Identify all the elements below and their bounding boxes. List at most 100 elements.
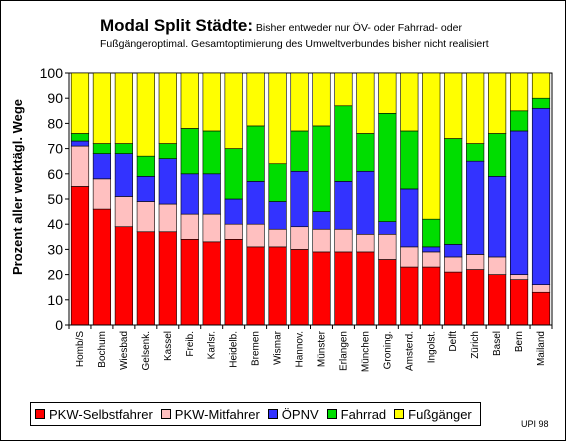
chart-title: Modal Split Städte: (100, 16, 253, 35)
bar-segment-heidelb-series-3 (224, 198, 243, 225)
bar-segment-hombs-series-2 (70, 145, 90, 187)
bar-segment-delft-series-5 (444, 72, 463, 139)
x-tick-label: Bern (514, 331, 525, 352)
bar-segment-karlsr-series-3 (202, 173, 221, 215)
bar-segment-mailand-series-1 (531, 291, 551, 326)
x-tick-label: Münster (316, 330, 327, 367)
y-tick-label-60: 60 (47, 166, 63, 182)
bar-segment-hannov-series-4 (290, 130, 309, 172)
bar-segment-kassel-series-5 (158, 72, 177, 144)
bar-segment-münster-series-1 (312, 251, 331, 326)
bar-segment-kassel-series-3 (158, 158, 177, 205)
bar-segment-basel-series-5 (488, 72, 507, 134)
bar-segment-wiesbad-series-1 (114, 226, 133, 326)
bar-segment-bremen-series-5 (246, 72, 265, 127)
bar-segment-zürich-series-3 (466, 160, 485, 255)
legend-item-2: PKW-Mitfahrer (160, 406, 260, 422)
bar-segment-delft-series-4 (444, 138, 463, 245)
bar-segment-bochum-series-2 (92, 178, 112, 210)
bar-segment-münchen-series-5 (356, 72, 375, 134)
y-tick-label-20: 20 (47, 267, 63, 283)
y-tick-label-90: 90 (47, 90, 63, 106)
bar-segment-ingolst-series-4 (422, 218, 441, 248)
bar-segment-ingolst-series-5 (422, 72, 441, 220)
bar-segment-hannov-series-5 (290, 72, 309, 132)
legend-swatch (326, 409, 337, 419)
legend-swatch (160, 409, 171, 419)
y-tick-label-10: 10 (47, 292, 63, 308)
bar-segment-groning-series-4 (378, 113, 397, 222)
bar-segment-delft-series-3 (444, 244, 463, 258)
bar-segment-bremen-series-3 (246, 181, 265, 225)
bar-segment-heidelb-series-4 (224, 148, 243, 200)
x-tick-label: Zürich (470, 331, 481, 359)
x-tick-label: Basel (492, 331, 503, 356)
bar-segment-gelsenk-series-5 (136, 72, 155, 157)
y-tick-label-50: 50 (47, 191, 63, 207)
bar-segment-bern-series-5 (509, 72, 529, 112)
x-tick-label: Bremen (251, 331, 262, 366)
bar-segment-mailand-series-3 (531, 107, 551, 285)
bar-segment-münster-series-2 (312, 228, 331, 253)
x-tick-label: Kassel (163, 331, 174, 361)
bar-segment-hombs-series-1 (70, 186, 90, 326)
bar-segment-zürich-series-4 (466, 143, 485, 162)
bar-segment-heidelb-series-5 (224, 72, 243, 149)
bar-segment-gelsenk-series-4 (136, 155, 155, 177)
y-tick-label-0: 0 (55, 317, 63, 333)
x-tick-label: Ingolst. (426, 331, 437, 363)
bar-segment-heidelb-series-1 (224, 239, 243, 326)
bar-segment-wiesbad-series-5 (114, 72, 133, 144)
bar-segment-kassel-series-1 (158, 231, 177, 326)
bar-segment-gelsenk-series-3 (136, 176, 155, 202)
x-tick-label: Freib. (185, 331, 196, 357)
bar-segment-amsterd-series-5 (400, 72, 419, 132)
bar-segment-mailand-series-4 (531, 97, 551, 109)
bar-segment-ingolst-series-1 (422, 266, 441, 326)
chart-subtitle: Bisher entweder nur ÖV- oder Fahrrad- od… (255, 22, 462, 34)
bar-segment-hombs-series-4 (70, 133, 90, 142)
x-tick-label: Heidelb. (229, 331, 240, 368)
bar-segment-hombs-series-3 (70, 140, 90, 147)
x-tick-label: Wiesbad (119, 331, 130, 370)
chart-subtitle-line2: Fußgängeroptimal. Gesamtoptimierung des … (100, 38, 489, 50)
legend-label: Fahrrad (340, 406, 387, 422)
bar-segment-karlsr-series-5 (202, 72, 221, 132)
legend-label: PKW-Mitfahrer (174, 406, 260, 422)
bar-segment-wiesbad-series-3 (114, 153, 133, 197)
bar-segment-münchen-series-2 (356, 233, 375, 253)
bar-segment-delft-series-2 (444, 256, 463, 273)
bar-segment-erlangen-series-2 (334, 228, 353, 253)
bar-segment-karlsr-series-1 (202, 241, 221, 326)
bar-segment-amsterd-series-3 (400, 188, 419, 248)
bar-segment-amsterd-series-2 (400, 246, 419, 268)
legend-item-3: ÖPNV (267, 406, 319, 422)
bar-segment-wiesbad-series-4 (114, 143, 133, 154)
bar-segment-amsterd-series-1 (400, 266, 419, 326)
x-tick-label: Hannov. (295, 331, 306, 368)
bar-segment-groning-series-5 (378, 72, 397, 114)
bar-segment-bremen-series-4 (246, 125, 265, 182)
bar-segment-erlangen-series-4 (334, 105, 353, 182)
bar-segment-karlsr-series-4 (202, 130, 221, 175)
legend-item-5: Fußgänger (394, 407, 472, 422)
bar-segment-ingolst-series-3 (422, 246, 441, 253)
bar-segment-groning-series-2 (378, 233, 397, 260)
bar-segment-karlsr-series-2 (202, 213, 221, 243)
bar-segment-bern-series-1 (509, 279, 529, 326)
legend-label: ÖPNV (281, 406, 319, 422)
bar-segment-gelsenk-series-2 (136, 201, 155, 233)
bar-segment-ingolst-series-2 (422, 251, 441, 268)
y-axis-label: Prozent aller werktägl. Wege (10, 99, 25, 275)
bar-segment-münchen-series-4 (356, 133, 375, 172)
bar-segment-freib-series-1 (180, 239, 199, 326)
bar-segment-hannov-series-1 (290, 249, 309, 326)
y-tick-label-70: 70 (47, 141, 63, 157)
bar-segment-wiesbad-series-2 (114, 196, 133, 228)
bar-segment-basel-series-2 (488, 256, 507, 275)
legend-swatch (394, 409, 405, 419)
bar-segment-hombs-series-5 (70, 72, 90, 134)
x-tick-label: Homb/S (75, 331, 86, 367)
axes-group: 0 10 20 30 40 50 60 70 80 90 100 Homb/S Bochum Wiesba… (40, 65, 553, 372)
y-tick-label-80: 80 (47, 115, 63, 131)
